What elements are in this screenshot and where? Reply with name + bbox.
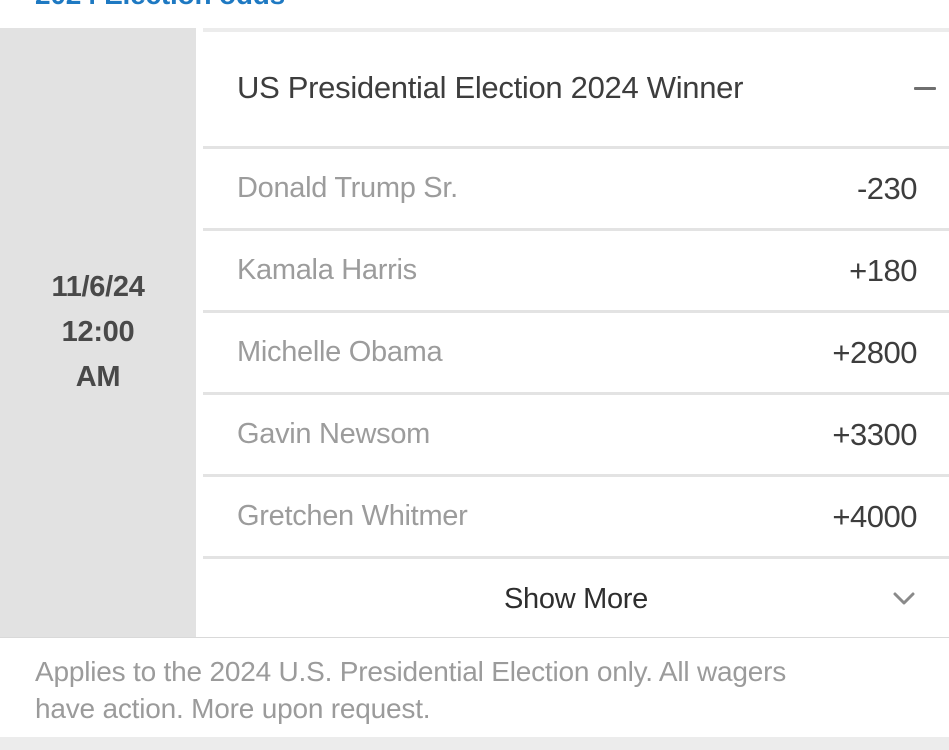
candidate-name: Michelle Obama (237, 336, 443, 368)
market-rows-panel: US Presidential Election 2024 Winner Don… (203, 28, 949, 637)
odds-value[interactable]: +3300 (832, 416, 917, 452)
event-datetime-cell: 11/6/24 12:00 AM (0, 28, 196, 637)
event-time: 12:00 (61, 316, 135, 348)
footnote-line: Applies to the 2024 U.S. Presidential El… (35, 656, 787, 687)
row-divider (203, 474, 949, 477)
top-breadcrumb-strip: 2024 Election odds (0, 0, 949, 28)
show-more-label: Show More (504, 582, 648, 615)
odds-row[interactable]: Michelle Obama +2800 (203, 315, 949, 390)
candidate-name: Gavin Newsom (237, 418, 431, 450)
row-divider (203, 310, 949, 313)
row-divider (203, 392, 949, 395)
election-odds-link[interactable]: 2024 Election odds (35, 0, 285, 11)
row-divider (203, 146, 949, 149)
chevron-down-icon (893, 592, 915, 605)
row-divider (203, 556, 949, 559)
odds-row[interactable]: Gavin Newsom +3300 (203, 397, 949, 472)
event-meridiem: AM (75, 361, 121, 393)
odds-row[interactable]: Donald Trump Sr. -230 (203, 151, 949, 226)
odds-row[interactable]: Kamala Harris +180 (203, 233, 949, 308)
collapse-minus-icon[interactable] (914, 86, 936, 90)
event-date: 11/6/24 (51, 271, 145, 303)
candidate-name: Kamala Harris (237, 254, 417, 286)
show-more-button[interactable]: Show More (203, 561, 949, 637)
footnote-line: have action. More upon request. (35, 693, 431, 724)
row-divider (203, 228, 949, 231)
market-header-row: US Presidential Election 2024 Winner (203, 28, 949, 144)
odds-value[interactable]: +2800 (832, 334, 917, 370)
market-footnote: Applies to the 2024 U.S. Presidential El… (0, 637, 949, 737)
odds-value[interactable]: -230 (856, 170, 918, 206)
market-title: US Presidential Election 2024 Winner (237, 70, 744, 105)
odds-market-table: 11/6/24 12:00 AM US Presidential Electio… (0, 28, 949, 637)
candidate-name: Gretchen Whitmer (237, 500, 468, 532)
odds-value[interactable]: +4000 (832, 498, 917, 534)
odds-row[interactable]: Gretchen Whitmer +4000 (203, 479, 949, 554)
candidate-name: Donald Trump Sr. (237, 172, 458, 204)
odds-value[interactable]: +180 (849, 252, 917, 288)
bottom-gray-strip (0, 737, 949, 750)
